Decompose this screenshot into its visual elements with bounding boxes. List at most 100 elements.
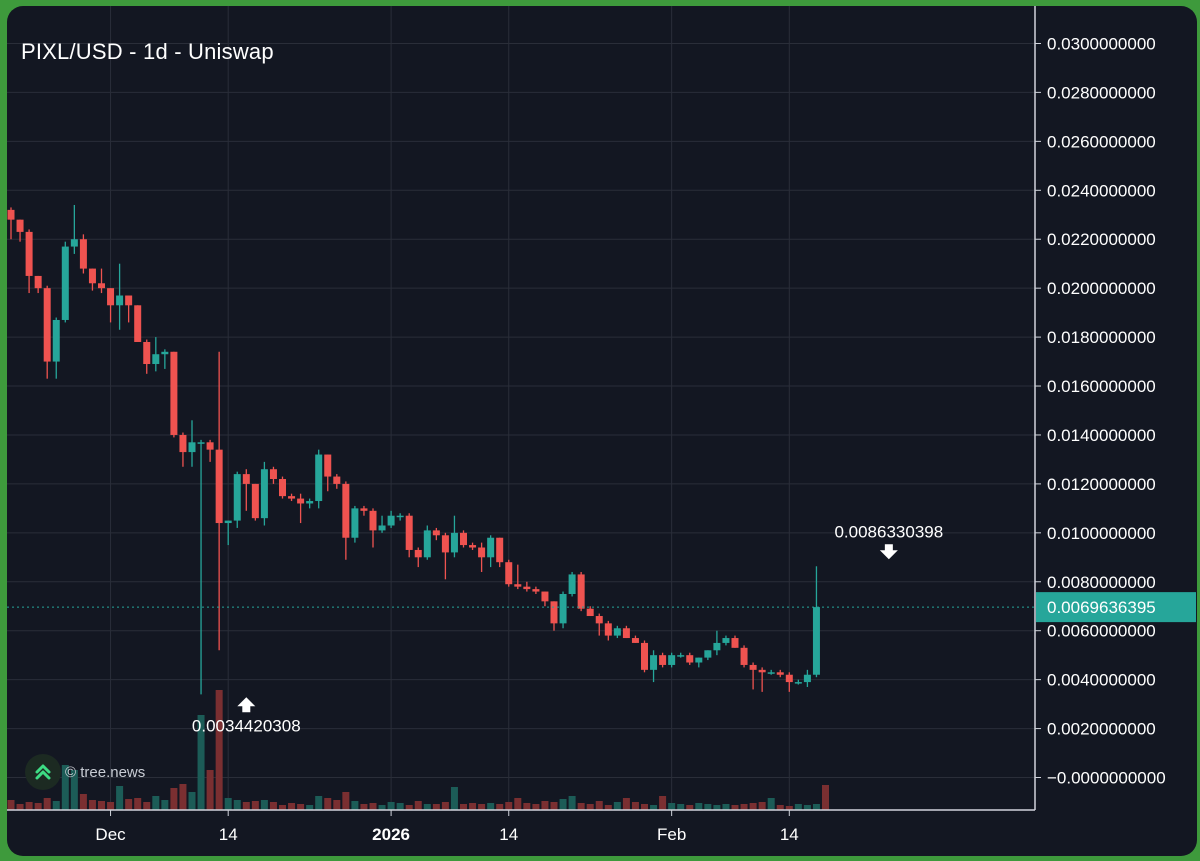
candle-body <box>785 674 793 683</box>
volume-bar <box>423 804 431 810</box>
candle-body <box>297 498 305 504</box>
x-tick-label: 14 <box>780 825 799 844</box>
volume-bar <box>369 803 377 810</box>
volume-bar <box>758 802 766 810</box>
candle-body <box>251 483 259 519</box>
volume-bar <box>704 804 712 810</box>
candle-body <box>631 638 639 643</box>
axes: 0.0300000000 0.0280000000 0.0260000000 0.02… <box>7 6 1166 844</box>
volume-bar <box>206 770 214 810</box>
volume-bar <box>595 801 603 810</box>
volume-bar <box>460 804 467 810</box>
current-price-label: 0.0069636395 <box>1047 598 1156 617</box>
low-marker-label: 0.0034420308 <box>192 716 301 735</box>
volume-bar <box>387 802 395 810</box>
y-tick-label: 0.0100000000 <box>1047 524 1156 543</box>
volume-bar <box>34 803 42 810</box>
candle-body <box>758 669 766 673</box>
candles <box>7 204 820 695</box>
candle-body <box>161 351 169 355</box>
volume-bar <box>550 802 558 810</box>
y-tick-label: 0.0080000000 <box>1047 573 1156 592</box>
y-tick-label: 0.0300000000 <box>1047 35 1156 54</box>
candle-body <box>803 674 811 683</box>
x-tick-label: Dec <box>95 825 126 844</box>
candle-body <box>378 525 386 531</box>
candle-body <box>450 532 458 553</box>
candle-body <box>749 664 757 670</box>
volume-bar <box>469 803 477 810</box>
volume-bar <box>568 796 576 810</box>
candle-body <box>107 288 115 306</box>
candle-body <box>478 547 486 558</box>
volume-bar <box>116 786 124 810</box>
candle-body <box>505 562 513 585</box>
candle-body <box>622 628 630 639</box>
candle-body <box>432 530 440 536</box>
volume-bar <box>43 798 51 810</box>
candle-body <box>659 655 667 665</box>
x-tick-label: 2026 <box>372 825 410 844</box>
volume-bar <box>215 690 223 810</box>
candle-body <box>641 642 648 670</box>
candle-body <box>586 608 594 617</box>
volume-bar <box>803 805 811 810</box>
y-tick-label: 0.0020000000 <box>1047 720 1156 739</box>
volume-bar <box>731 805 739 810</box>
grid <box>7 6 1035 810</box>
volume-bar <box>242 802 250 810</box>
volume-bar <box>604 805 612 810</box>
candle-body <box>215 449 223 524</box>
candle-body <box>532 589 540 592</box>
volume-bar <box>16 804 24 810</box>
candle-body <box>98 283 105 289</box>
candle-body <box>197 442 205 444</box>
volume-bar <box>360 804 368 810</box>
candle-body <box>496 537 504 563</box>
candle-body <box>550 601 558 624</box>
y-tick-label: 0.0120000000 <box>1047 475 1156 494</box>
candlestick-chart[interactable]: 0.0069636395 0.0086330398 0.0034420308 0.0… <box>7 6 1197 856</box>
candle-body <box>188 442 196 453</box>
candle-body <box>387 515 395 526</box>
volume-bar <box>812 804 820 810</box>
volume-bar <box>143 802 151 810</box>
volume-bar <box>523 803 531 810</box>
x-tick-label: Feb <box>657 825 686 844</box>
volume-bar <box>414 801 422 810</box>
candle-body <box>776 672 784 675</box>
candle-body <box>405 515 413 550</box>
candle-body <box>812 607 820 675</box>
volume-bar <box>152 796 160 810</box>
volume-bar <box>333 800 341 810</box>
candle-body <box>43 288 51 362</box>
y-tick-label: −0.0000000000 <box>1047 769 1166 788</box>
candle-body <box>269 469 277 480</box>
candle-body <box>523 586 531 590</box>
candle-body <box>242 474 250 484</box>
volume-bar <box>505 802 513 810</box>
candle-body <box>333 476 341 484</box>
watermark-text: © tree.news <box>65 763 146 781</box>
y-tick-label: 0.0160000000 <box>1047 377 1156 396</box>
x-tick-label: 14 <box>219 825 238 844</box>
candle-body <box>306 501 314 504</box>
candle-body <box>25 231 33 276</box>
candle-body <box>34 275 42 289</box>
y-tick-label: 0.0140000000 <box>1047 426 1156 445</box>
volume-bar <box>98 801 105 810</box>
volume-bar <box>496 804 504 810</box>
y-tick-label: 0.0220000000 <box>1047 230 1156 249</box>
volume-bar <box>487 803 495 810</box>
volume-bar <box>197 715 205 810</box>
volume-bar <box>532 804 540 810</box>
candle-body <box>351 508 359 538</box>
candle-body <box>650 655 658 670</box>
candle-body <box>613 628 621 636</box>
candle-body <box>116 295 124 306</box>
candle-body <box>179 434 187 453</box>
candle-body <box>125 295 133 306</box>
volume-bar <box>188 792 196 810</box>
volume-bars <box>7 690 829 810</box>
volume-bar <box>794 804 802 810</box>
